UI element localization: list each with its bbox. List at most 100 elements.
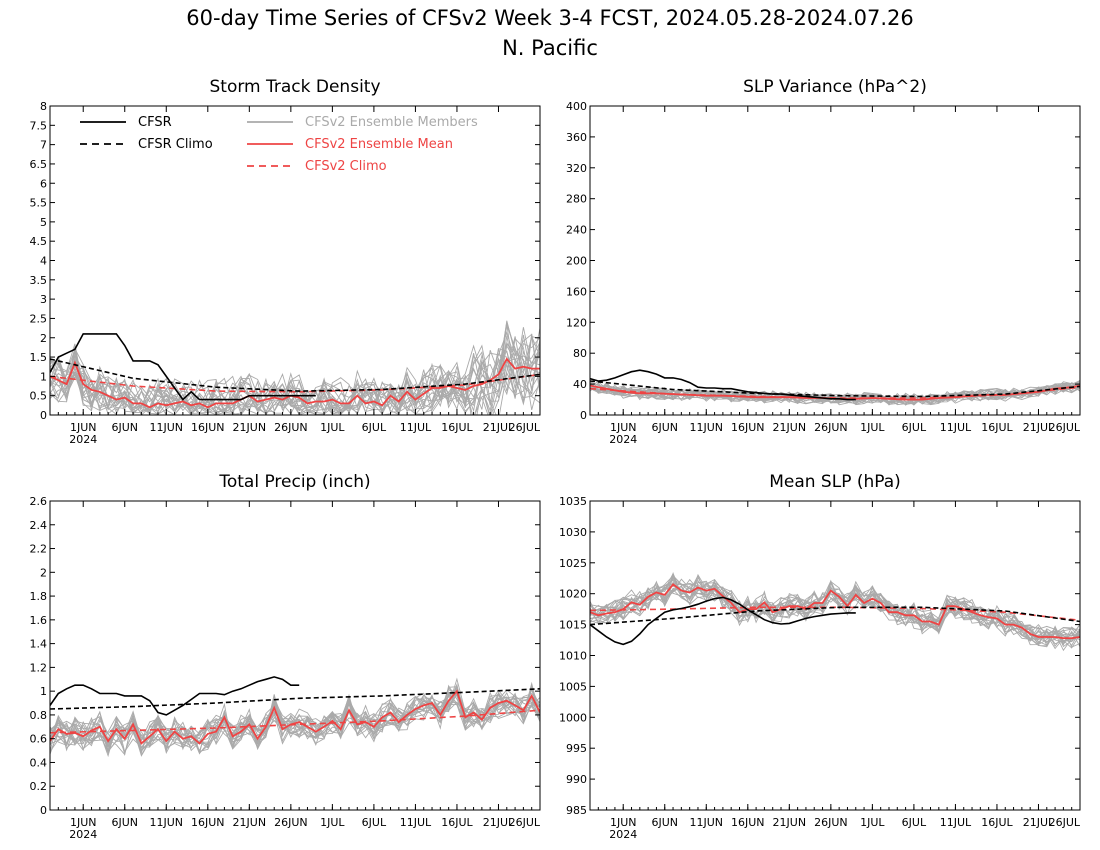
- cfsr-line: [590, 596, 856, 646]
- y-tick-label: 0: [40, 804, 47, 817]
- cfsr-line: [50, 676, 300, 716]
- ensemble-member-line: [590, 574, 1080, 645]
- y-tick-label: 0.6: [30, 733, 48, 746]
- legend-label: CFSR: [138, 115, 172, 130]
- x-tick-label: 16JUL: [981, 816, 1013, 829]
- x-tick-label: 26JUL: [509, 421, 541, 434]
- x-tick-label: 1JUN: [70, 421, 97, 434]
- y-tick-label: 1025: [559, 557, 587, 570]
- x-tick-label: 16JUL: [441, 421, 473, 434]
- y-tick-label: 1.2: [30, 661, 48, 674]
- x-tick-label: 21JUN: [773, 421, 807, 434]
- ensemble-member-line: [50, 684, 540, 753]
- plot-frame: [589, 500, 1081, 811]
- x-tick-year-label: 2024: [69, 828, 97, 841]
- ensemble-mean-line: [50, 357, 540, 409]
- y-tick-label: 1030: [559, 526, 587, 539]
- cfsr-climo-line: [590, 606, 1080, 626]
- x-tick-label: 26JUN: [274, 421, 308, 434]
- panel-title: Storm Track Density: [209, 77, 380, 97]
- x-tick-label: 6JUN: [111, 816, 138, 829]
- y-tick-label: 6: [40, 177, 47, 190]
- x-tick-label: 11JUL: [940, 816, 972, 829]
- y-tick-label: 985: [566, 804, 587, 817]
- chart-panel-1: 0 0.5 1 1.5 2 2.5 3 3.5 4 4.5 5 5.5 6 6.5 7 7.5 8 1JUN202…: [30, 77, 541, 446]
- x-tick-label: 1JUN: [70, 816, 97, 829]
- x-tick-label: 26JUL: [1049, 816, 1081, 829]
- x-tick-year-label: 2024: [609, 828, 637, 841]
- panel-title: Mean SLP (hPa): [769, 472, 901, 492]
- x-tick-label: 1JUN: [610, 816, 637, 829]
- y-tick-label: 3.5: [30, 274, 48, 287]
- x-tick-label: 1JUN: [610, 421, 637, 434]
- x-tick-label: 21JUL: [483, 816, 515, 829]
- x-tick-label: 6JUL: [902, 816, 927, 829]
- y-tick-label: 120: [566, 316, 587, 329]
- x-tick-label: 16JUL: [441, 816, 473, 829]
- y-tick-label: 2: [40, 332, 47, 345]
- x-tick-label: 21JUL: [1023, 421, 1055, 434]
- cfsr-climo-line: [590, 380, 1080, 398]
- y-tick-label: 80: [573, 347, 587, 360]
- y-tick-label: 2.2: [30, 543, 48, 556]
- y-tick-label: 5.5: [30, 197, 48, 210]
- y-tick-label: 1005: [559, 680, 587, 693]
- x-tick-label: 11JUL: [400, 816, 432, 829]
- x-tick-label: 26JUN: [814, 421, 848, 434]
- y-tick-label: 1: [40, 685, 47, 698]
- plot-frame: [49, 500, 541, 811]
- x-tick-label: 16JUN: [731, 816, 765, 829]
- y-tick-label: 3: [40, 293, 47, 306]
- plot-area: [590, 369, 1080, 406]
- legend-label: CFSR Climo: [138, 137, 213, 152]
- y-tick-label: 0.8: [30, 709, 48, 722]
- plot-area: [50, 320, 540, 415]
- x-tick-label: 1JUL: [860, 421, 885, 434]
- y-tick-label: 280: [566, 193, 587, 206]
- y-tick-label: 0.5: [30, 390, 48, 403]
- chart-panel-4: 985 990 995 1000 1005 1010 1015 1020 1025 1030 103…: [559, 472, 1081, 841]
- y-tick-label: 1000: [559, 711, 587, 724]
- y-tick-label: 400: [566, 100, 587, 113]
- ensemble-mean-line: [590, 583, 1080, 640]
- x-tick-year-label: 2024: [609, 433, 637, 446]
- x-tick-label: 16JUL: [981, 421, 1013, 434]
- x-tick-label: 11JUN: [150, 421, 184, 434]
- y-tick-label: 0.2: [30, 780, 48, 793]
- x-tick-label: 11JUN: [150, 816, 184, 829]
- x-tick-label: 6JUL: [902, 421, 927, 434]
- x-tick-label: 1JUL: [320, 816, 345, 829]
- ensemble-mean-line: [50, 689, 540, 745]
- x-tick-label: 26JUL: [1049, 421, 1081, 434]
- x-tick-label: 26JUN: [274, 816, 308, 829]
- cfsr-line: [590, 369, 856, 401]
- x-tick-label: 11JUL: [400, 421, 432, 434]
- x-tick-label: 6JUL: [362, 816, 387, 829]
- x-tick-label: 6JUN: [651, 816, 678, 829]
- y-tick-label: 2.6: [30, 495, 48, 508]
- ensemble-climo-line: [50, 373, 540, 393]
- plot-area: [50, 676, 540, 758]
- x-tick-label: 1JUL: [860, 816, 885, 829]
- x-tick-label: 11JUN: [690, 816, 724, 829]
- legend-label: CFSv2 Ensemble Mean: [305, 137, 453, 152]
- cfsr-climo-line: [50, 358, 540, 392]
- x-tick-label: 16JUN: [191, 421, 225, 434]
- ensemble-member-line: [590, 382, 1080, 405]
- figure-title: 60-day Time Series of CFSv2 Week 3-4 FCS…: [186, 6, 914, 30]
- ensemble-member-line: [50, 691, 540, 754]
- cfsr-line: [50, 333, 316, 401]
- ensemble-member-line: [590, 577, 1080, 644]
- y-tick-label: 5: [40, 216, 47, 229]
- y-tick-label: 4: [40, 255, 47, 268]
- y-tick-label: 1.8: [30, 590, 48, 603]
- x-tick-label: 21JUL: [483, 421, 515, 434]
- ensemble-member-line: [590, 575, 1080, 648]
- y-tick-label: 2: [40, 566, 47, 579]
- ensemble-member-line: [590, 578, 1080, 648]
- ensemble-member-line: [50, 334, 540, 415]
- ensemble-member-line: [50, 322, 540, 415]
- y-tick-label: 7.5: [30, 119, 48, 132]
- y-tick-label: 200: [566, 255, 587, 268]
